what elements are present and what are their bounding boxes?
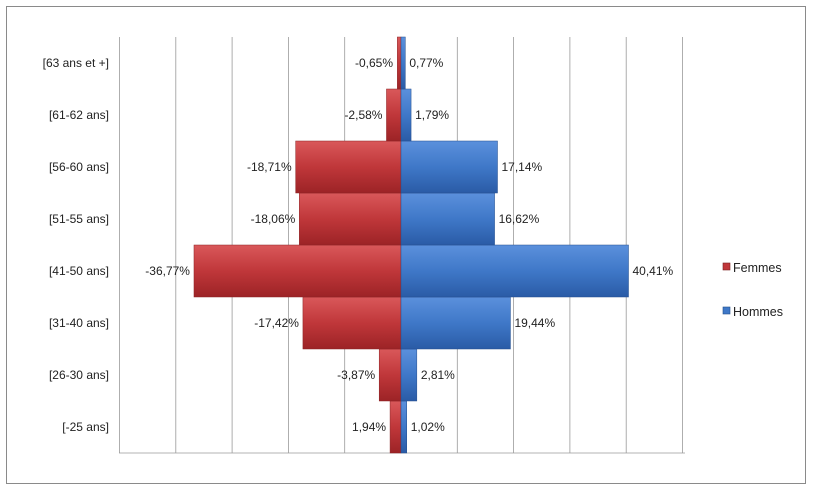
bar-hommes bbox=[400, 348, 418, 402]
data-label-femmes: -2,58% bbox=[344, 108, 382, 122]
data-label-femmes: -0,65% bbox=[355, 56, 393, 70]
bar-hommes bbox=[400, 36, 406, 90]
legend-swatch-hommes bbox=[722, 306, 731, 315]
data-label-femmes: -18,71% bbox=[247, 160, 292, 174]
data-label-hommes: 16,62% bbox=[499, 212, 540, 226]
bar-femmes bbox=[378, 348, 402, 402]
bar-femmes bbox=[299, 192, 402, 246]
data-label-hommes: 1,79% bbox=[415, 108, 449, 122]
bar-hommes bbox=[400, 244, 629, 298]
legend: Femmes Hommes bbox=[722, 261, 783, 319]
data-label-femmes: -36,77% bbox=[145, 264, 190, 278]
data-label-femmes: -17,42% bbox=[254, 316, 299, 330]
category-label: [31-40 ans] bbox=[49, 316, 109, 330]
category-label: [26-30 ans] bbox=[49, 368, 109, 382]
chart-frame: [-25 ans] [26-30 ans] [31-40 ans] [41-50 an… bbox=[6, 6, 806, 484]
bar-femmes bbox=[193, 244, 402, 298]
bar-hommes bbox=[400, 192, 495, 246]
bar-femmes bbox=[389, 400, 402, 454]
bars bbox=[193, 36, 629, 454]
bar-hommes bbox=[400, 296, 511, 350]
data-label-hommes: 40,41% bbox=[633, 264, 674, 278]
category-label: [-25 ans] bbox=[62, 420, 109, 434]
data-label-hommes: 0,77% bbox=[409, 56, 443, 70]
legend-swatch-femmes bbox=[722, 262, 731, 271]
data-label-hommes: 17,14% bbox=[501, 160, 542, 174]
data-label-femmes: -3,87% bbox=[337, 368, 375, 382]
data-label-hommes: 1,02% bbox=[411, 420, 445, 434]
bar-femmes bbox=[386, 88, 402, 142]
bar-femmes bbox=[397, 36, 402, 90]
population-pyramid-chart: [-25 ans] [26-30 ans] [31-40 ans] [41-50 an… bbox=[43, 36, 783, 454]
bar-femmes bbox=[302, 296, 402, 350]
data-label-hommes: 19,44% bbox=[514, 316, 555, 330]
bar-hommes bbox=[400, 88, 412, 142]
data-labels: 1,94% 1,02% -3,87% 2,81% -17,42% 19,44% -36,77… bbox=[145, 56, 673, 434]
category-label: [56-60 ans] bbox=[49, 160, 109, 174]
bar-hommes bbox=[400, 140, 498, 194]
category-label: [41-50 ans] bbox=[49, 264, 109, 278]
data-label-hommes: 2,81% bbox=[421, 368, 455, 382]
data-label-femmes: -18,06% bbox=[251, 212, 296, 226]
data-label-femmes: 1,94% bbox=[352, 420, 386, 434]
category-label: [63 ans et +] bbox=[43, 56, 109, 70]
legend-label-femmes: Femmes bbox=[733, 261, 782, 275]
category-labels: [-25 ans] [26-30 ans] [31-40 ans] [41-50 an… bbox=[43, 56, 109, 434]
legend-label-hommes: Hommes bbox=[733, 305, 783, 319]
bar-hommes bbox=[400, 400, 407, 454]
category-label: [61-62 ans] bbox=[49, 108, 109, 122]
bar-femmes bbox=[295, 140, 402, 194]
category-label: [51-55 ans] bbox=[49, 212, 109, 226]
